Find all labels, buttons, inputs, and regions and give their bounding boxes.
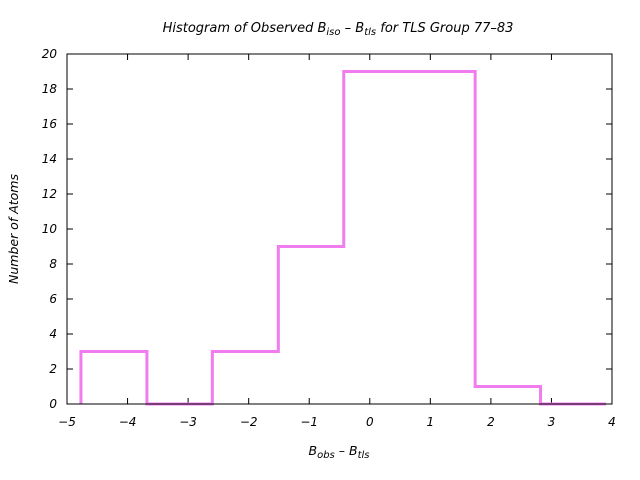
y-tick-label: 10 bbox=[42, 222, 58, 236]
x-tick-label: 3 bbox=[548, 415, 556, 429]
x-tick-label: −2 bbox=[240, 415, 258, 429]
y-tick-label: 12 bbox=[42, 187, 57, 201]
x-tick-label: 4 bbox=[608, 415, 616, 429]
histogram-series bbox=[79, 70, 606, 406]
chart-title: Histogram of Observed Biso – Btls for TL… bbox=[163, 21, 514, 38]
x-tick-label: −5 bbox=[58, 415, 76, 429]
x-tick-label: 0 bbox=[366, 415, 374, 429]
y-axis-label: Number of Atoms bbox=[6, 174, 21, 284]
x-tick-label: −4 bbox=[119, 415, 137, 429]
y-tick-label: 2 bbox=[49, 362, 57, 376]
y-tick-label: 0 bbox=[49, 397, 57, 411]
x-tick-label: −1 bbox=[300, 415, 318, 429]
y-tick-label: 8 bbox=[49, 257, 57, 271]
histogram-bin bbox=[278, 247, 343, 405]
x-axis-label: Bobs – Btls bbox=[309, 443, 370, 461]
histogram-bin bbox=[344, 72, 475, 405]
histogram-outline bbox=[79, 70, 606, 406]
x-tick-label: 2 bbox=[487, 415, 495, 429]
y-tick-label: 4 bbox=[49, 327, 57, 341]
y-tick-label: 14 bbox=[42, 152, 57, 166]
y-tick-label: 16 bbox=[42, 117, 58, 131]
x-tick-label: 1 bbox=[427, 415, 435, 429]
x-tick-label: −3 bbox=[179, 415, 197, 429]
plot-frame bbox=[66, 53, 613, 405]
y-tick-label: 6 bbox=[49, 292, 57, 306]
y-tick-label: 18 bbox=[42, 82, 58, 96]
histogram-bin bbox=[212, 352, 278, 405]
histogram-bin bbox=[475, 387, 540, 405]
histogram-bin bbox=[81, 352, 147, 405]
y-tick-label: 20 bbox=[42, 47, 58, 61]
